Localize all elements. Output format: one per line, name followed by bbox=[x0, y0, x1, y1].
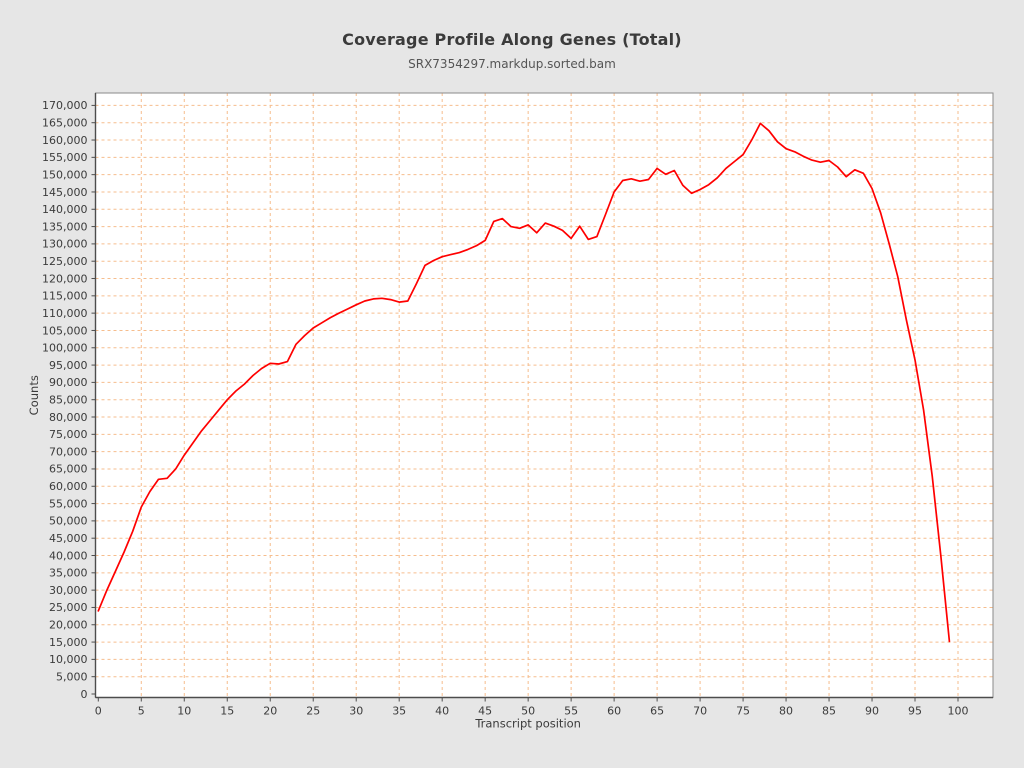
y-tick-label: 45,000 bbox=[49, 532, 88, 545]
y-tick-label: 35,000 bbox=[49, 567, 88, 580]
y-tick-label: 10,000 bbox=[49, 653, 88, 666]
y-tick-labels: 0 5,000 10,000 15,000 20,000 25,000 30,000 35,0… bbox=[42, 99, 88, 701]
x-tick-label: 10 bbox=[177, 705, 191, 718]
y-tick-label: 110,000 bbox=[42, 307, 88, 320]
x-tick-label: 90 bbox=[865, 705, 879, 718]
y-tick-label: 165,000 bbox=[42, 117, 88, 130]
chart-title: Coverage Profile Along Genes (Total) bbox=[342, 30, 682, 49]
y-tick-label: 140,000 bbox=[42, 203, 88, 216]
gridlines bbox=[95, 93, 993, 698]
y-axis-title: Counts bbox=[27, 375, 41, 415]
y-tick-label: 160,000 bbox=[42, 134, 88, 147]
x-tick-label: 85 bbox=[822, 705, 836, 718]
x-tick-label: 70 bbox=[693, 705, 707, 718]
y-tick-label: 70,000 bbox=[49, 445, 88, 458]
x-tick-label: 75 bbox=[736, 705, 750, 718]
y-tick-label: 145,000 bbox=[42, 186, 88, 199]
y-tick-label: 155,000 bbox=[42, 151, 88, 164]
x-tick-label: 100 bbox=[948, 705, 969, 718]
x-tick-label: 0 bbox=[95, 705, 102, 718]
x-tick-label: 30 bbox=[349, 705, 363, 718]
x-tick-label: 20 bbox=[263, 705, 277, 718]
y-tick-label: 60,000 bbox=[49, 480, 88, 493]
y-tick-label: 135,000 bbox=[42, 220, 88, 233]
y-tick-label: 150,000 bbox=[42, 168, 88, 181]
x-tick-label: 95 bbox=[908, 705, 922, 718]
x-tick-label: 45 bbox=[478, 705, 492, 718]
x-tick-label: 50 bbox=[521, 705, 535, 718]
y-tick-label: 40,000 bbox=[49, 549, 88, 562]
y-tick-label: 90,000 bbox=[49, 376, 88, 389]
chart-subtitle: SRX7354297.markdup.sorted.bam bbox=[408, 57, 616, 71]
y-tick-label: 95,000 bbox=[49, 359, 88, 372]
y-tick-label: 30,000 bbox=[49, 584, 88, 597]
y-tick-label: 130,000 bbox=[42, 238, 88, 251]
y-tick-label: 50,000 bbox=[49, 515, 88, 528]
x-tick-label: 80 bbox=[779, 705, 793, 718]
x-tick-labels: 0 5 10 15 20 25 30 35 40 45 50 55 60 65 70 75 80 85 90 95 10… bbox=[95, 705, 969, 718]
y-tick-label: 20,000 bbox=[49, 619, 88, 632]
y-tick-label: 75,000 bbox=[49, 428, 88, 441]
x-tick-label: 35 bbox=[392, 705, 406, 718]
tick-marks bbox=[91, 104, 959, 702]
y-tick-label: 5,000 bbox=[56, 670, 88, 683]
y-tick-label: 25,000 bbox=[49, 601, 88, 614]
y-tick-label: 65,000 bbox=[49, 463, 88, 476]
y-tick-label: 125,000 bbox=[42, 255, 88, 268]
y-tick-label: 85,000 bbox=[49, 394, 88, 407]
y-tick-label: 105,000 bbox=[42, 324, 88, 337]
y-tick-label: 15,000 bbox=[49, 636, 88, 649]
x-axis-title: Transcript position bbox=[474, 717, 581, 731]
y-tick-label: 80,000 bbox=[49, 411, 88, 424]
coverage-series-line bbox=[97, 122, 951, 643]
x-tick-label: 60 bbox=[607, 705, 621, 718]
x-tick-label: 15 bbox=[220, 705, 234, 718]
y-tick-label: 0 bbox=[81, 688, 88, 701]
x-tick-label: 65 bbox=[650, 705, 664, 718]
x-tick-label: 5 bbox=[138, 705, 145, 718]
y-tick-label: 115,000 bbox=[42, 290, 88, 303]
x-tick-label: 40 bbox=[435, 705, 449, 718]
x-tick-label: 25 bbox=[306, 705, 320, 718]
x-tick-label: 55 bbox=[564, 705, 578, 718]
plot-area bbox=[95, 93, 993, 698]
y-tick-label: 55,000 bbox=[49, 497, 88, 510]
y-tick-label: 170,000 bbox=[42, 99, 88, 112]
y-tick-label: 120,000 bbox=[42, 272, 88, 285]
y-tick-label: 100,000 bbox=[42, 342, 88, 355]
